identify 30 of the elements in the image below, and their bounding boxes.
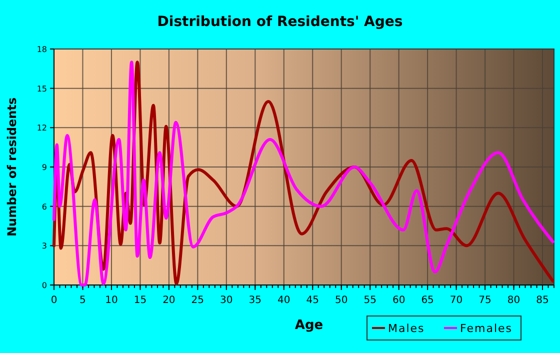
x-tick-label: 5 bbox=[80, 295, 86, 306]
x-tick-label: 60 bbox=[392, 295, 406, 306]
x-tick-label: 55 bbox=[364, 295, 376, 306]
x-tick-label: 0 bbox=[50, 295, 58, 306]
x-tick-label: 20 bbox=[162, 295, 176, 306]
x-tick-label: 85 bbox=[536, 295, 549, 306]
chart-title: Distribution of Residents' Ages bbox=[157, 14, 403, 30]
legend-label: Females bbox=[460, 322, 513, 335]
x-tick-label: 40 bbox=[278, 295, 290, 306]
x-tick-label: 75 bbox=[478, 295, 492, 306]
y-tick-label: 0 bbox=[42, 281, 47, 290]
x-tick-label: 35 bbox=[248, 295, 262, 306]
x-tick-label: 15 bbox=[134, 295, 147, 306]
y-tick-label: 18 bbox=[36, 45, 47, 54]
x-axis-title: Age bbox=[294, 318, 324, 333]
x-tick-label: 65 bbox=[421, 295, 434, 306]
x-tick-label: 10 bbox=[105, 295, 118, 306]
y-tick-label: 6 bbox=[42, 202, 47, 212]
x-tick-label: 80 bbox=[507, 295, 520, 306]
y-tick-label: 15 bbox=[36, 84, 47, 94]
x-tick-label: 70 bbox=[450, 295, 463, 306]
y-tick-label: 12 bbox=[36, 124, 47, 133]
x-tick-label: 30 bbox=[220, 295, 233, 306]
y-axis-title: Number of residents bbox=[5, 97, 19, 237]
x-tick-label: 25 bbox=[191, 295, 204, 306]
y-tick-label: 3 bbox=[42, 242, 47, 251]
legend-label: Males bbox=[388, 322, 425, 335]
y-tick-label: 9 bbox=[42, 163, 47, 172]
x-tick-label: 45 bbox=[306, 295, 319, 306]
x-tick-label: 50 bbox=[334, 295, 348, 306]
